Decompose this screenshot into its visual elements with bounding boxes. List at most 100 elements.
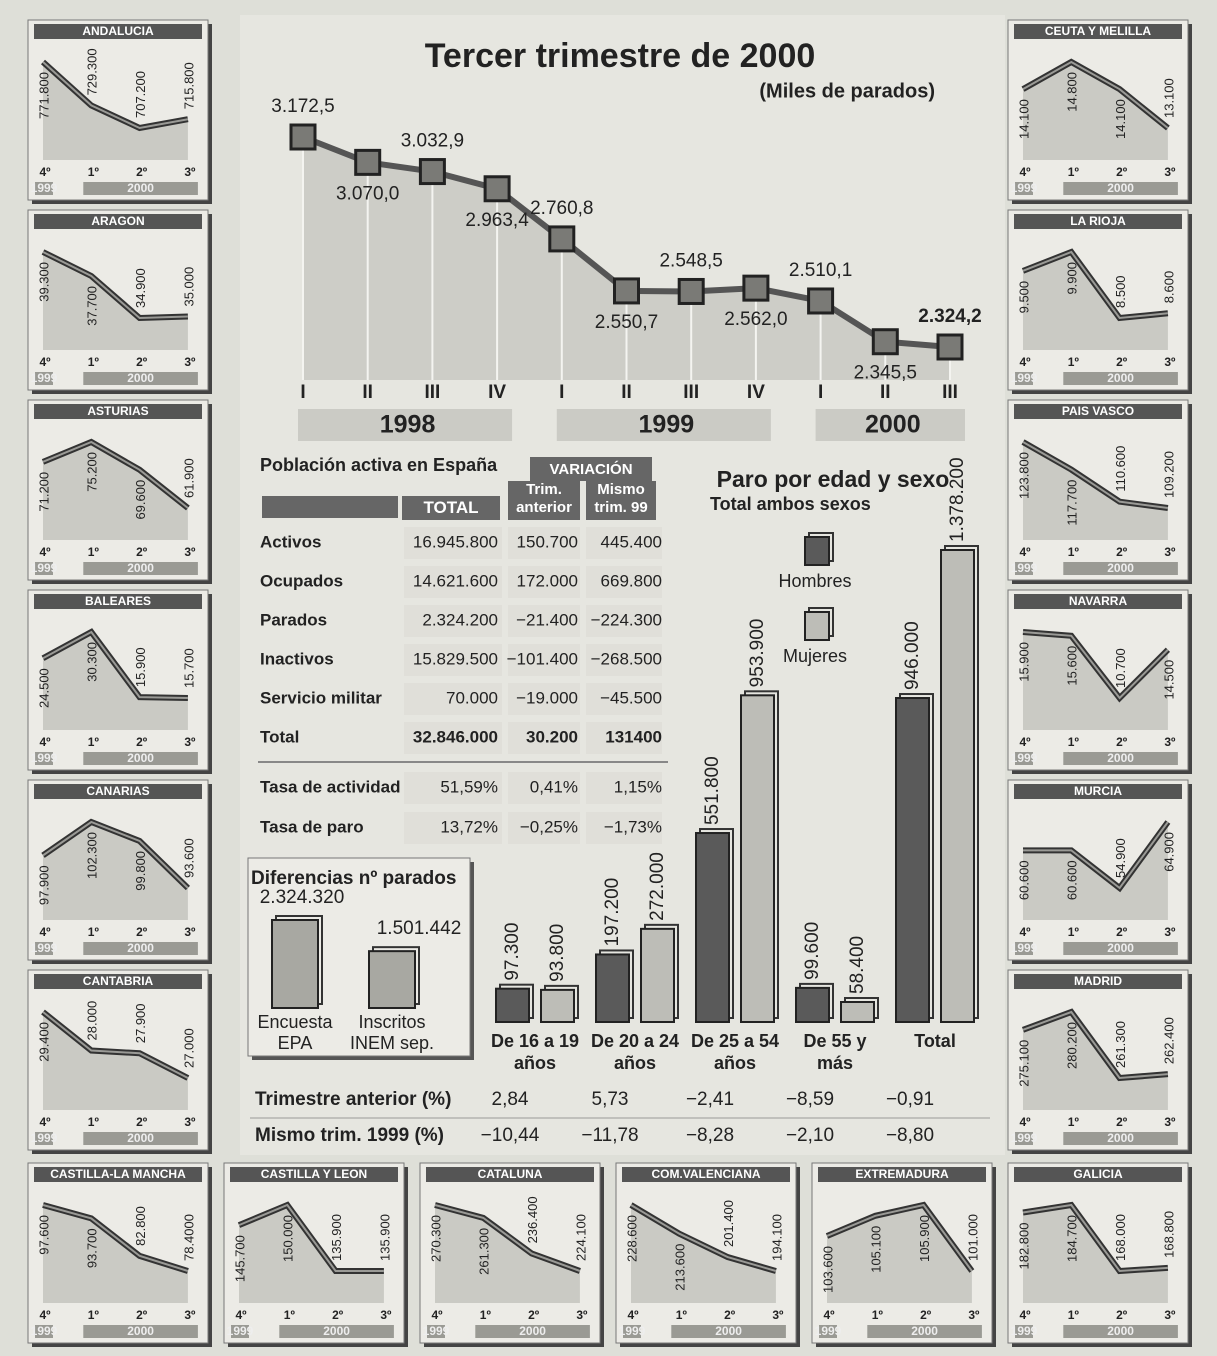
table-cell: −8,80 [886,1125,934,1146]
x-tick-label: Inscritos INEM sep. [337,1012,447,1054]
x-tick-label: De 25 a 54 años [685,1030,785,1074]
x-tick-label: IV [488,382,506,403]
x-tick-label: II [880,382,891,403]
legend-label: Mujeres [783,646,847,666]
table-cell: −11,78 [581,1125,638,1146]
value-label: 82.800 [133,1206,148,1246]
bar [896,698,929,1022]
region-panel: COM.VALENCIANA228.6004º213.6001º201.4002… [616,1163,800,1347]
year-label: 2000 [127,1131,154,1145]
value-label: 60.600 [1016,860,1031,900]
value-label: 117.700 [1065,480,1080,526]
chart-title: Tercer trimestre de 2000 [425,37,816,75]
x-tick-label: 3º [184,165,196,179]
x-tick-label: 3º [184,1308,196,1322]
year-label: 2000 [1107,941,1134,955]
panel-title: BALEARES [85,594,151,608]
row-label: Trimestre anterior (%) [255,1089,451,1110]
value-label: 93.600 [181,838,196,878]
panel-title: EXTREMADURA [855,1167,949,1181]
marker [809,289,833,313]
x-tick-label: 4º [39,1308,51,1322]
year-label: 2000 [127,941,154,955]
x-tick-label: 2º [136,545,148,559]
value-label: 953.900 [747,619,768,688]
header-group: VARIACIÓN [549,460,632,478]
x-tick-label: 2º [136,1115,148,1129]
value-label: 101.000 [965,1214,980,1261]
marker [615,279,639,303]
x-tick-label: 2º [1116,1115,1128,1129]
year-label: 2000 [1107,371,1134,385]
table-cell: 5,73 [592,1089,629,1110]
x-tick-label: 1º [1068,1308,1080,1322]
value-label: 15.700 [181,648,196,688]
x-tick-label: 1º [1068,1115,1080,1129]
year-label: 1999 [31,1131,58,1145]
panel-title: CANARIAS [86,784,149,798]
legend-swatch [805,612,829,640]
value-label: 2.324,2 [918,306,981,327]
x-tick-label: 3º [1164,545,1176,559]
x-tick-label: 1º [480,1308,492,1322]
x-tick-label: 1º [88,735,100,749]
bar [941,550,974,1022]
year-label: 1999 [1011,941,1038,955]
table-cell: 15.829.500 [413,649,498,668]
value-label: 64.900 [1161,832,1176,872]
x-tick-label: 2º [332,1308,344,1322]
value-label: 78.4000 [181,1214,196,1261]
x-tick-label: 4º [39,545,51,559]
value-label: 97.600 [36,1215,51,1255]
x-tick-label: 2º [920,1308,932,1322]
value-label: 9.500 [1016,281,1031,314]
row-label: Inactivos [260,649,334,668]
value-label: 69.600 [133,480,148,520]
x-tick-label: 1º [88,1308,100,1322]
value-label: 14.800 [1065,72,1080,112]
x-tick-label: I [300,382,305,403]
value-label: 2.510,1 [789,260,852,281]
value-label: 9.900 [1065,262,1080,295]
value-label: 135.900 [329,1214,344,1261]
panel-title: MURCIA [1074,784,1122,798]
value-label: 213.600 [673,1244,688,1291]
table-cell: −45.500 [600,688,662,707]
bar [741,695,774,1022]
region-panel: EXTREMADURA103.6004º105.1001º105.9002º10… [812,1163,996,1347]
column-header: TOTAL [402,496,500,520]
x-tick-label: 2º [1116,355,1128,369]
value-label: 8.600 [1161,271,1176,304]
table-cell: −10,44 [481,1125,540,1146]
value-label: 34.900 [133,268,148,308]
table-cell: 150.700 [517,532,578,551]
year-label: 1999 [31,181,58,195]
table-cell: −0,91 [886,1089,934,1110]
x-tick-label: 4º [39,355,51,369]
value-label: 224.100 [573,1214,588,1261]
year-label: 1998 [380,411,436,439]
panel-title: ANDALUCIA [82,24,154,38]
value-label: 71.200 [36,472,51,512]
table-cell: −8,59 [786,1089,834,1110]
year-label: 1999 [619,1324,646,1338]
panel-title: COM.VALENCIANA [651,1167,760,1181]
panel-title: GALICIA [1073,1167,1123,1181]
value-label: 24.500 [36,668,51,708]
x-tick-label: 4º [1019,735,1031,749]
panel-title: CASTILLA Y LEON [261,1167,367,1181]
x-tick-label: De 16 a 19 años [485,1030,585,1074]
value-label: 102.300 [85,832,100,879]
table-cell: −101.400 [507,649,578,668]
region-panel: ANDALUCIA771.8004º729.3001º707.2002º715.… [28,20,212,204]
panel-title: CANTABRIA [83,974,154,988]
year-label: 2000 [1107,1131,1134,1145]
table-cell: 51,59% [440,777,498,796]
value-label: 261.300 [477,1228,492,1275]
region-panel: CASTILLA Y LEON145.7004º150.0001º135.900… [224,1163,408,1347]
bar [796,988,829,1022]
value-label: 97.900 [36,865,51,905]
x-tick-label: De 55 y más [785,1030,885,1074]
value-label: 184.700 [1065,1215,1080,1262]
infographic: Tercer trimestre de 2000(Miles de parado… [0,0,1217,1356]
